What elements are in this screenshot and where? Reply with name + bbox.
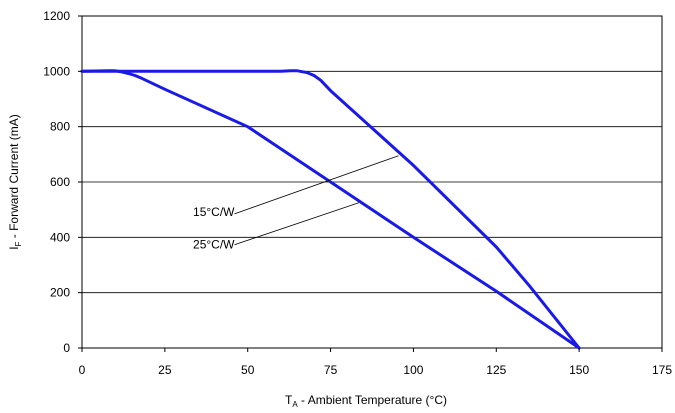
gridlines [82, 70, 662, 294]
x-axis-label: TA - Ambient Temperature (°C) [285, 393, 447, 409]
annotation-leader-line [234, 155, 399, 215]
x-tick-label: 175 [652, 363, 672, 377]
series-line-25cw [80, 69, 581, 350]
y-axis-ticks: 0 200 400 600 800 1000 1200 [43, 9, 82, 355]
annotation-label: 25°C/W [193, 237, 235, 251]
x-tick-label: 150 [569, 363, 589, 377]
annotation-label: 15°C/W [193, 205, 235, 219]
y-tick-label: 400 [50, 230, 70, 244]
x-tick-label: 0 [79, 363, 86, 377]
y-tick-label: 1200 [43, 9, 70, 23]
y-tick-label: 600 [50, 175, 70, 189]
y-tick-label: 200 [50, 286, 70, 300]
x-tick-label: 25 [158, 363, 172, 377]
x-tick-label: 125 [486, 363, 506, 377]
annotation-leader-line [234, 202, 359, 246]
annotations: 15°C/W 25°C/W [193, 155, 399, 251]
series-lines [80, 69, 581, 350]
y-tick-label: 0 [63, 341, 70, 355]
x-axis-ticks: 0 25 50 75 100 125 150 175 [79, 348, 672, 377]
y-axis-label: IF - Forward Current (mA) [7, 114, 23, 250]
series-line-15cw [80, 69, 581, 350]
y-tick-label: 800 [50, 120, 70, 134]
x-tick-label: 50 [241, 363, 255, 377]
x-tick-label: 75 [324, 363, 338, 377]
x-tick-label: 100 [403, 363, 423, 377]
y-tick-label: 1000 [43, 64, 70, 78]
